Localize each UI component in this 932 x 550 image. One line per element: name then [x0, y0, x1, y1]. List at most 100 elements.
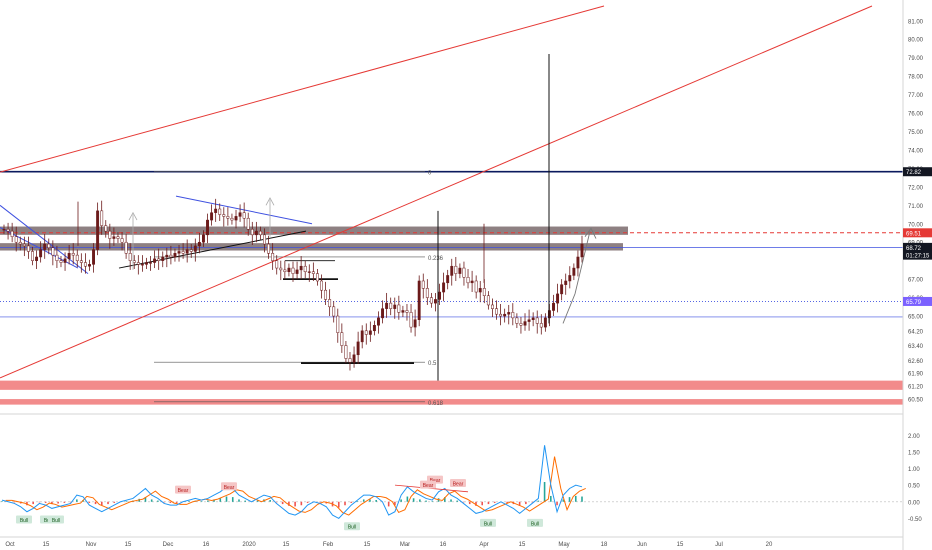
bear-signal-badge — [175, 485, 191, 494]
time-tick-label: Feb — [323, 542, 334, 548]
fib-label-3: 0.618 — [428, 401, 444, 407]
candle-body — [128, 253, 132, 261]
time-tick-label: Jul — [715, 542, 723, 548]
candle-body — [303, 265, 307, 272]
macd-pane[interactable]: 2.00 1.50 1.00 0.50 0.00 -0.50 Bull Bull Bull Bea… — [0, 413, 922, 531]
macd-signal-line — [5, 456, 586, 516]
candle-body — [507, 312, 511, 315]
bear-signal-label: Bear — [178, 488, 189, 494]
candle-body — [377, 317, 380, 326]
candle-body — [515, 317, 519, 324]
candle-body — [39, 249, 43, 258]
measure-arrowhead-1 — [128, 211, 138, 221]
candle-body — [254, 230, 258, 236]
candle-body — [307, 271, 311, 273]
candle-body — [478, 288, 482, 293]
candle-body — [124, 241, 128, 254]
macd-tick-label: 1.00 — [908, 467, 920, 473]
candle-body — [71, 253, 75, 256]
trendline-lower — [0, 5, 873, 379]
candle-body — [442, 282, 446, 293]
candle-body — [482, 288, 486, 296]
price-tick-label: 61.90 — [908, 372, 924, 378]
bull-signal-label: Bull — [348, 525, 356, 531]
price-tick-label: 79.00 — [908, 56, 924, 62]
candle-body — [344, 345, 348, 359]
candle-body — [2, 229, 6, 231]
candle-body — [22, 243, 26, 247]
price-tick-label: 61.20 — [908, 385, 924, 391]
candle-body — [315, 273, 319, 282]
candle-body — [438, 291, 441, 300]
price-pane[interactable]: 0 0.236 0.5 0.618 — [0, 5, 903, 407]
price-tick-label: 62.60 — [908, 359, 924, 365]
fib-label-2: 0.5 — [428, 361, 437, 367]
candle-body — [35, 256, 39, 261]
candle-body — [425, 288, 429, 298]
candle-body — [491, 304, 494, 309]
time-tick-label: 15 — [43, 542, 50, 548]
candle-body — [104, 225, 108, 232]
candle-body — [393, 304, 397, 309]
price-tick-label: 74.00 — [908, 148, 924, 154]
candle-body — [470, 280, 474, 284]
bear-signal-label: Bear — [423, 483, 434, 489]
price-tag-bg — [903, 167, 932, 177]
candle-body — [206, 219, 209, 236]
candle-body — [564, 280, 568, 285]
time-axis[interactable]: Oct 15 Nov 15 Dec 16 2020 15 Feb 15 Mar 16 Apr 15 May 1… — [0, 536, 903, 548]
price-tick-label: 60.50 — [908, 398, 924, 404]
candle-body — [560, 284, 564, 295]
price-axis[interactable]: 81.00 80.00 79.00 78.00 77.00 76.00 75.00 74.00… — [902, 0, 932, 550]
candle-body — [250, 229, 254, 236]
candle-body — [336, 315, 340, 333]
candle-body — [149, 262, 152, 264]
candle-body — [580, 243, 584, 258]
bull-signal-badge — [527, 518, 543, 527]
macd-tick-label: 0.00 — [908, 500, 920, 506]
candle-body — [238, 212, 242, 217]
candle-body — [26, 245, 30, 252]
candle-body — [364, 330, 368, 335]
candle-body — [193, 245, 197, 252]
candle-body — [368, 330, 372, 335]
bull-signal-badge — [480, 518, 496, 527]
candle-body — [267, 243, 271, 254]
macd-line — [1, 445, 583, 520]
candle-body — [511, 312, 515, 319]
candle-body — [356, 341, 360, 356]
candle-body — [519, 323, 523, 326]
time-tick-label: Apr — [479, 542, 488, 548]
support-zone-lower — [0, 399, 903, 405]
candle-body — [283, 269, 287, 272]
macd-tick-label: 1.50 — [908, 450, 920, 456]
candle-body — [177, 251, 181, 254]
candle-body — [234, 216, 238, 221]
candle-body — [279, 267, 283, 271]
candle-body — [287, 267, 291, 272]
candle-body — [226, 216, 230, 219]
candle-body — [116, 236, 120, 239]
candle-body — [535, 317, 539, 324]
fib-label-1: 0.236 — [428, 256, 444, 262]
price-tag-label: 68.72 — [906, 246, 922, 252]
bear-signal-label: Bear — [224, 485, 235, 491]
candle-body — [173, 253, 177, 258]
time-tick-label: 16 — [203, 542, 210, 548]
candle-body — [421, 280, 425, 289]
candle-body — [14, 236, 18, 243]
bull-signal-label: Bull — [531, 521, 539, 527]
price-tag-label: 65.79 — [906, 300, 922, 306]
candle-body — [210, 212, 214, 221]
candle-body — [523, 321, 527, 326]
price-tick-label: 81.00 — [908, 19, 924, 25]
candle-body — [59, 260, 63, 263]
candle-body — [543, 317, 547, 328]
candle-body — [413, 319, 417, 328]
candle-body — [324, 289, 328, 300]
candle-body — [258, 230, 262, 236]
channel-line-1 — [0, 204, 89, 274]
candle-body — [446, 275, 450, 284]
forecast-arrow — [562, 231, 591, 324]
